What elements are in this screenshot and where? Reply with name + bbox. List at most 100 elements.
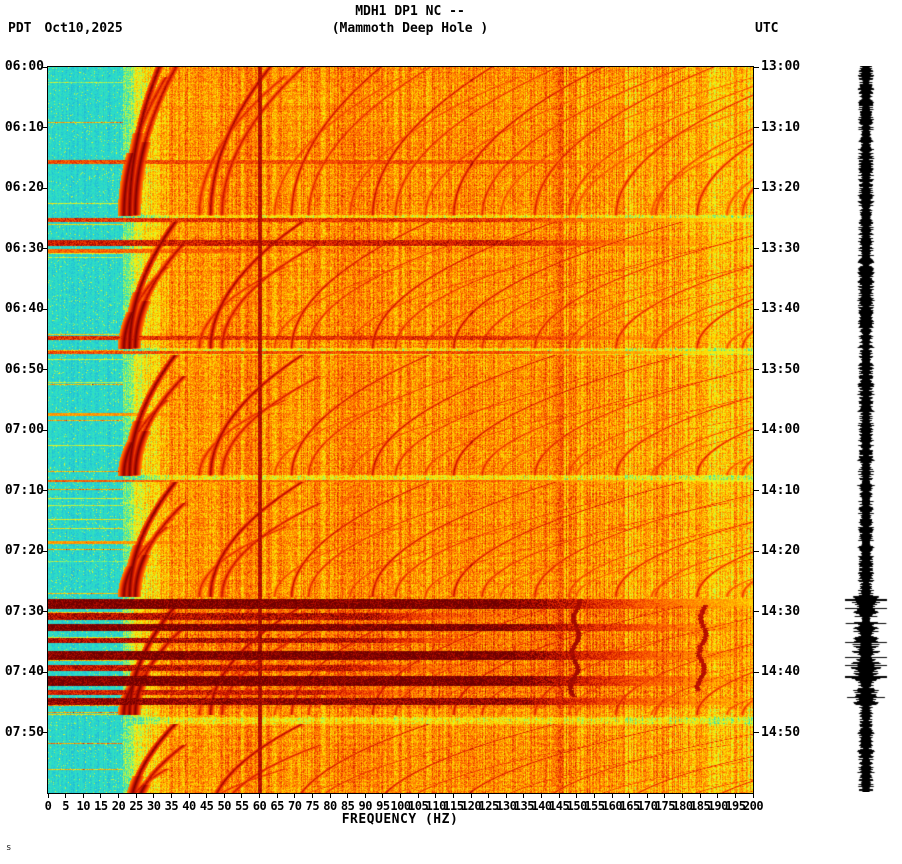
x-tick-mark [541,794,542,798]
seismogram-trace-canvas [844,66,888,792]
x-tick-label: 40 [182,799,196,813]
x-tick-label: 95 [376,799,390,813]
x-tick-mark [734,794,736,798]
right-tick-mark [754,308,759,310]
x-tick-label: 110 [425,799,447,813]
right-time-label: 13:20 [761,180,801,195]
left-time-label: 07:40 [4,664,44,679]
x-tick-label: 135 [513,799,535,813]
x-tick-mark [329,794,331,798]
x-tick-label: 170 [637,799,658,813]
right-tick-mark [754,490,759,491]
spectrogram-plot [47,66,754,794]
x-tick-label: 105 [408,799,429,813]
left-tick-mark [42,611,47,612]
x-tick-mark [400,794,401,798]
x-tick-label: 165 [619,799,641,813]
right-time-label: 14:00 [761,422,801,437]
right-time-label: 13:40 [761,301,801,316]
left-time-label: 06:50 [4,361,44,377]
x-tick-label: 75 [305,799,320,813]
left-tick-mark [42,308,47,310]
right-tick-mark [754,127,759,128]
x-tick-label: 65 [270,799,284,813]
right-time-label: 14:20 [761,543,801,558]
x-tick-mark [294,794,296,798]
x-tick-mark [100,794,102,798]
x-tick-label: 25 [129,799,143,813]
left-tick-mark [42,490,47,491]
x-tick-label: 195 [725,799,746,813]
x-tick-mark [664,794,666,798]
x-tick-mark [347,794,349,798]
right-time-label: 14:30 [761,603,801,619]
x-tick-label: 120 [460,799,482,813]
x-tick-mark [188,794,190,798]
x-tick-mark [611,794,613,798]
right-tick-mark [754,187,759,189]
spectrogram-canvas [48,67,753,793]
x-tick-label: 145 [549,799,570,813]
right-tick-mark [754,429,759,431]
x-tick-mark [435,794,437,798]
x-tick-mark [452,794,454,798]
x-tick-mark [118,794,119,798]
x-tick-mark [276,794,278,798]
footer-note: s [6,843,12,853]
left-time-label: 07:20 [4,543,44,558]
x-tick-label: 200 [742,799,764,813]
left-tick-mark [42,66,47,68]
x-tick-mark [523,794,525,798]
x-tick-mark [153,794,155,798]
right-time-label: 14:50 [761,724,801,740]
x-tick-mark [241,794,243,798]
x-tick-mark [417,794,419,798]
left-time-label: 07:30 [4,603,44,619]
x-tick-label: 190 [707,799,729,813]
left-tick-mark [42,671,47,673]
x-tick-label: 35 [164,799,179,813]
right-time-label: 13:30 [761,240,801,256]
x-tick-mark [558,794,560,798]
x-tick-label: 180 [672,799,693,813]
x-tick-label: 185 [690,799,711,813]
x-tick-mark [593,794,595,798]
right-time-label: 13:10 [761,119,801,135]
right-timezone-label: UTC [755,21,779,36]
x-tick-label: 80 [323,799,337,813]
left-time-label: 07:50 [4,724,44,740]
x-tick-label: 175 [654,799,676,813]
x-tick-mark [311,794,313,798]
right-tick-mark [754,248,759,249]
x-tick-mark [206,794,208,798]
x-tick-mark [505,794,507,798]
left-tick-mark [42,248,47,249]
x-tick-mark [170,794,172,798]
chart-title: MDH1 DP1 NC -- [355,4,465,19]
left-timezone-label: PDT [8,21,32,36]
frequency-axis-title: FREQUENCY (HZ) [341,812,459,827]
x-tick-mark [82,794,84,798]
x-tick-label: 100 [390,799,411,813]
x-tick-label: 115 [443,799,464,813]
x-tick-label: 155 [584,799,605,813]
x-tick-mark [47,794,49,798]
right-tick-mark [754,369,759,370]
right-tick-mark [754,550,759,552]
x-tick-label: 90 [358,799,373,813]
x-tick-label: 50 [217,799,232,813]
x-tick-mark [646,794,648,798]
left-time-label: 07:10 [4,482,44,498]
left-timezone-and-date: PDT Oct10,2025 [8,21,123,36]
date-label: Oct10,2025 [44,21,123,36]
x-tick-label: 140 [531,799,552,813]
left-time-label: 06:20 [4,180,44,195]
right-tick-mark [754,66,759,68]
x-tick-label: 0 [44,799,52,813]
left-time-label: 06:30 [4,240,44,256]
x-tick-mark [576,794,578,798]
x-tick-label: 5 [62,799,69,813]
x-tick-label: 60 [252,799,267,813]
x-tick-label: 55 [235,799,249,813]
x-tick-mark [752,794,754,798]
